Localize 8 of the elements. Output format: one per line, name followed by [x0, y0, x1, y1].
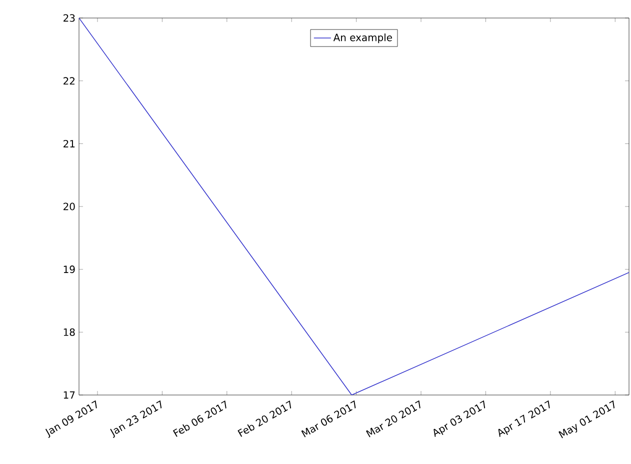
legend-label: An example	[333, 33, 392, 44]
y-tick-label: 21	[64, 140, 75, 148]
y-tick-label: 17	[64, 391, 75, 399]
y-tick-label: 22	[64, 77, 74, 85]
y-tick-label: 19	[64, 266, 75, 274]
y-tick-label: 23	[64, 14, 75, 22]
y-tick-label: 18	[64, 328, 75, 336]
y-tick-label: 20	[64, 202, 75, 210]
